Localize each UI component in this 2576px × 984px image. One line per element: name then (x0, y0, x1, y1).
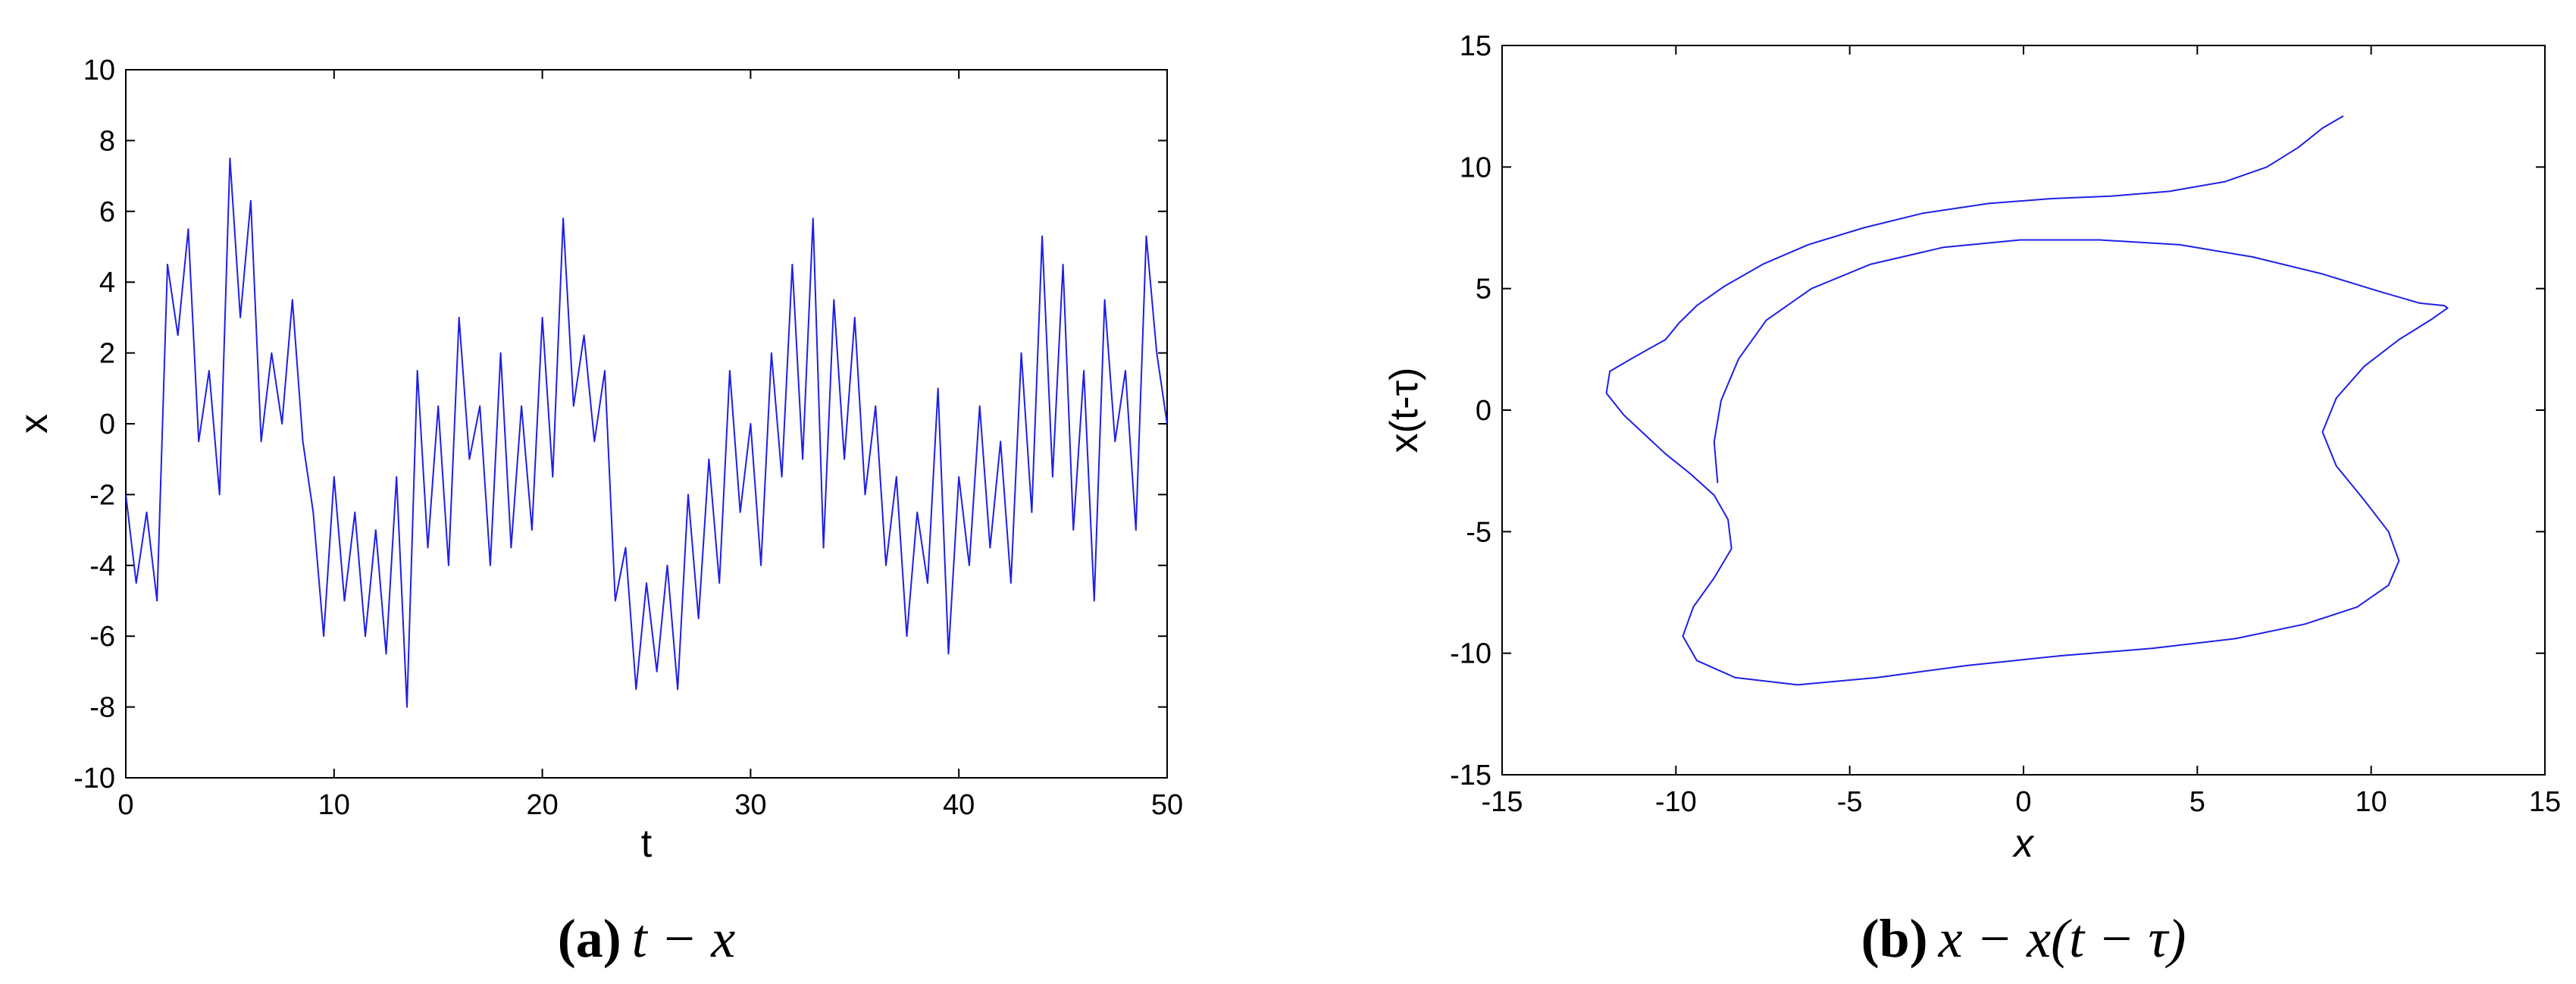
caption-a-text: t − x (632, 908, 736, 969)
caption-b-text: x − x(t − τ) (1938, 908, 2186, 969)
caption-b-label: (b) (1861, 908, 1928, 969)
y-tick-label-a: -6 (89, 621, 115, 653)
x-tick-label-b: 10 (2355, 786, 2387, 818)
y-axis-label-a: x (12, 414, 56, 434)
plot-area-b (1501, 45, 2546, 776)
y-tick-label-a: 2 (99, 338, 115, 370)
y-axis-label-b: x(t-τ) (1382, 368, 1426, 453)
plot-area-a (125, 69, 1168, 779)
x-tick-label-a: 10 (318, 789, 350, 821)
y-tick-label-a: 10 (83, 55, 115, 86)
x-tick-label-b: 0 (2015, 786, 2031, 818)
y-tick-label-a: 4 (99, 267, 115, 299)
x-tick-label-a: 20 (526, 789, 558, 821)
series-group-b (1605, 115, 2449, 686)
y-tick-label-a: 0 (99, 409, 115, 440)
x-tick-label-b: 15 (2529, 786, 2561, 818)
x-axis-label-b: x (2011, 822, 2035, 866)
x-tick-label-b: -10 (1655, 786, 1697, 818)
y-tick-label-b: 10 (1460, 152, 1491, 183)
y-tick-label-a: -2 (89, 479, 115, 511)
caption-b: (b) x − x(t − τ) (1861, 908, 2186, 969)
x-tick-label-a: 0 (117, 789, 133, 821)
series-group-a (126, 157, 1167, 708)
series-line-a-0 (126, 157, 1167, 708)
x-tick-label-b: 5 (2189, 786, 2205, 818)
caption-a-label: (a) (558, 908, 621, 969)
y-tick-label-b: -15 (1450, 760, 1491, 791)
axis-ticks-b: -15 -10 -5 0 5 10 15 -15 -10 -5 0 5 10 15 (1450, 30, 2561, 818)
x-axis-label-a: t (641, 822, 653, 866)
axis-ticks-a: 0 10 20 30 40 50 -10 -8 -6 -4 -2 0 2 4 6 8 10 (74, 55, 1183, 821)
x-tick-label-a: 30 (734, 789, 766, 821)
x-tick-label-a: 50 (1151, 789, 1183, 821)
y-tick-label-b: -10 (1450, 638, 1491, 670)
y-tick-label-a: 8 (99, 125, 115, 157)
y-tick-label-b: 15 (1460, 30, 1491, 62)
series-line-b-0 (1605, 115, 2449, 686)
x-tick-label-a: 40 (943, 789, 975, 821)
chart-panel-b: -15 -10 -5 0 5 10 15 -15 -10 -5 0 5 10 15 x x(t-τ) (b… (1382, 30, 2561, 969)
y-tick-label-a: -10 (74, 763, 115, 794)
y-tick-label-b: 0 (1476, 395, 1491, 427)
y-tick-label-b: -5 (1466, 516, 1491, 548)
x-tick-label-b: -5 (1837, 786, 1863, 818)
y-tick-label-a: -8 (89, 692, 115, 724)
y-tick-label-a: -4 (89, 550, 115, 582)
chart-panel-a: 0 10 20 30 40 50 -10 -8 -6 -4 -2 0 2 4 6 8 10 t x (a) t −… (12, 55, 1183, 969)
y-tick-label-b: 5 (1476, 274, 1491, 306)
y-tick-label-a: 6 (99, 196, 115, 228)
x-tick-label-b: -15 (1482, 786, 1523, 818)
caption-a: (a) t − x (558, 908, 736, 969)
